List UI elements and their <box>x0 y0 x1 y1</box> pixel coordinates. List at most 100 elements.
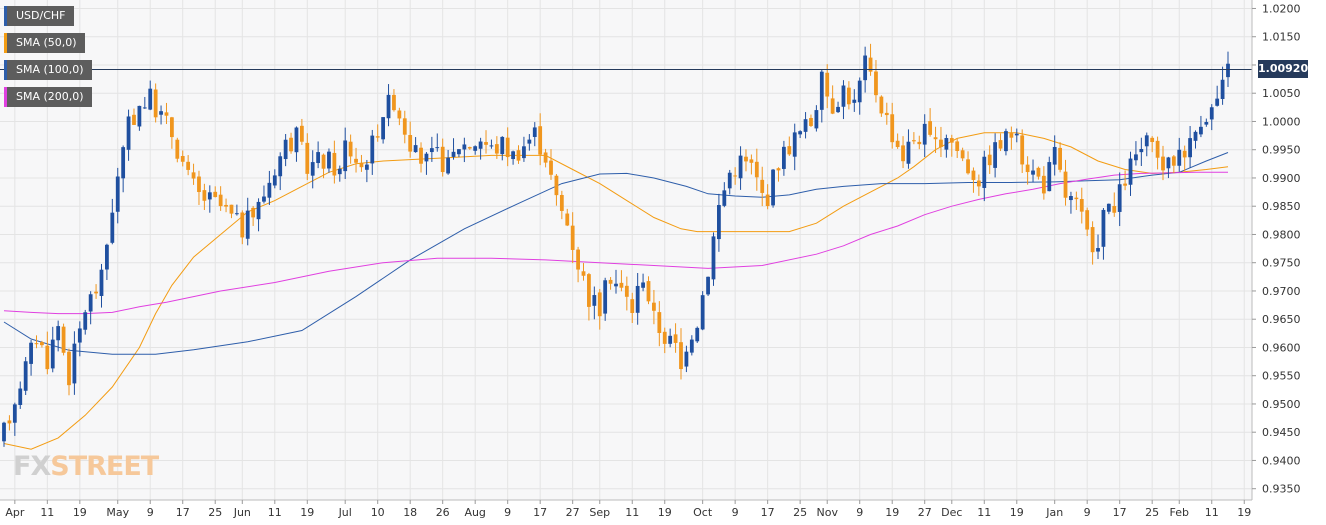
candle-bull <box>1193 131 1198 141</box>
candle-bear <box>538 126 543 155</box>
x-tick-label: 10 <box>371 506 385 519</box>
candle-bear <box>440 146 445 173</box>
legend-swatch <box>4 60 7 80</box>
candle-bull <box>668 335 673 344</box>
x-tick-label: 27 <box>566 506 580 519</box>
legend-item-sma100[interactable]: SMA (100,0) <box>4 60 92 80</box>
candle-bear <box>397 110 402 119</box>
y-tick-label: 0.9850 <box>1262 200 1301 213</box>
y-tick-label: 0.9800 <box>1262 228 1301 241</box>
candle-bear <box>1150 137 1155 143</box>
candle-bull <box>944 138 949 150</box>
candle-bear <box>1009 133 1014 138</box>
candle-bull <box>1096 248 1100 252</box>
candle-bull <box>695 327 700 342</box>
candle-bull <box>1139 149 1144 153</box>
candle-bear <box>175 139 180 159</box>
candle-bull <box>115 176 120 212</box>
candle-bull <box>511 151 515 160</box>
legend-swatch <box>4 6 7 26</box>
candle-bull <box>922 123 927 145</box>
candle-bear <box>933 137 938 140</box>
candle-bear <box>505 137 510 158</box>
candle-bear <box>1058 147 1063 170</box>
candle-bear <box>1085 210 1090 230</box>
candle-bear <box>240 212 245 238</box>
candle-bear <box>673 334 678 343</box>
candle-bear <box>939 139 943 148</box>
candle-bull <box>781 146 786 169</box>
candle-bear <box>1182 150 1187 158</box>
legend-item-symbol[interactable]: USD/CHF <box>4 6 74 26</box>
legend-label: USD/CHF <box>16 9 66 22</box>
candle-bear <box>354 158 358 163</box>
candle-bull <box>1134 154 1138 161</box>
candle-bull <box>592 295 597 306</box>
candle-bear <box>348 141 353 157</box>
candle-bear <box>662 331 667 344</box>
candle-bear <box>132 114 136 125</box>
x-tick-label: 25 <box>793 506 807 519</box>
candle-bear <box>164 112 169 116</box>
candle-bear <box>570 225 575 250</box>
candle-bear <box>744 156 748 162</box>
candle-bear <box>186 161 191 170</box>
candle-bull <box>489 145 494 147</box>
candle-bear <box>776 168 781 171</box>
candle-bull <box>1052 146 1057 165</box>
x-tick-label: 17 <box>176 506 190 519</box>
candle-bull <box>700 295 705 330</box>
candle-bull <box>294 127 299 153</box>
y-tick-label: 1.0150 <box>1262 31 1301 44</box>
candle-bull <box>12 404 17 423</box>
candle-bull <box>364 164 369 170</box>
candle-bull <box>370 135 375 164</box>
candle-bear <box>40 342 44 346</box>
candle-bull <box>310 162 315 176</box>
x-tick-label: 17 <box>1113 506 1127 519</box>
x-tick-label: 27 <box>918 506 932 519</box>
candle-bull <box>798 131 803 135</box>
candle-bull <box>72 343 77 384</box>
candle-bull <box>1199 126 1203 135</box>
candle-bear <box>1041 175 1046 194</box>
candle-bull <box>83 312 88 330</box>
candle-bear <box>830 98 835 114</box>
legend-item-sma50[interactable]: SMA (50,0) <box>4 33 85 53</box>
candle-bull <box>1226 63 1230 78</box>
candle-bear <box>754 161 759 178</box>
candle-bear <box>987 154 992 166</box>
x-tick-label: 9 <box>504 506 511 519</box>
y-tick-label: 1.0200 <box>1262 2 1301 15</box>
candle-bear <box>765 194 770 207</box>
y-tick-label: 0.9350 <box>1262 483 1301 496</box>
candle-bear <box>467 147 472 149</box>
y-tick-label: 0.9900 <box>1262 172 1301 185</box>
candle-bull <box>99 269 104 296</box>
candle-bull <box>803 119 808 132</box>
candle-bear <box>960 150 965 159</box>
x-tick-label: 11 <box>1205 506 1219 519</box>
candle-bull <box>1144 135 1149 147</box>
candle-bear <box>224 204 228 207</box>
candle-bear <box>971 170 976 180</box>
logo-fx: FX <box>13 451 51 482</box>
candle-bull <box>738 155 743 179</box>
candle-bull <box>635 285 640 313</box>
logo-street: STREET <box>50 451 159 482</box>
legend-item-sma200[interactable]: SMA (200,0) <box>4 87 92 107</box>
candle-bull <box>1209 107 1214 120</box>
candle-bull <box>727 172 732 189</box>
candle-bear <box>608 279 613 284</box>
candle-bear <box>901 145 905 162</box>
candle-bear <box>34 343 39 345</box>
x-tick-label: Aug <box>464 506 485 519</box>
candle-bull <box>262 196 266 202</box>
x-tick-label: Dec <box>941 506 962 519</box>
candle-bear <box>895 140 900 148</box>
candle-bear <box>949 138 954 143</box>
candle-bull <box>424 153 429 162</box>
x-tick-label: 18 <box>403 506 417 519</box>
candle-bear <box>516 150 521 161</box>
x-tick-label: 9 <box>856 506 863 519</box>
